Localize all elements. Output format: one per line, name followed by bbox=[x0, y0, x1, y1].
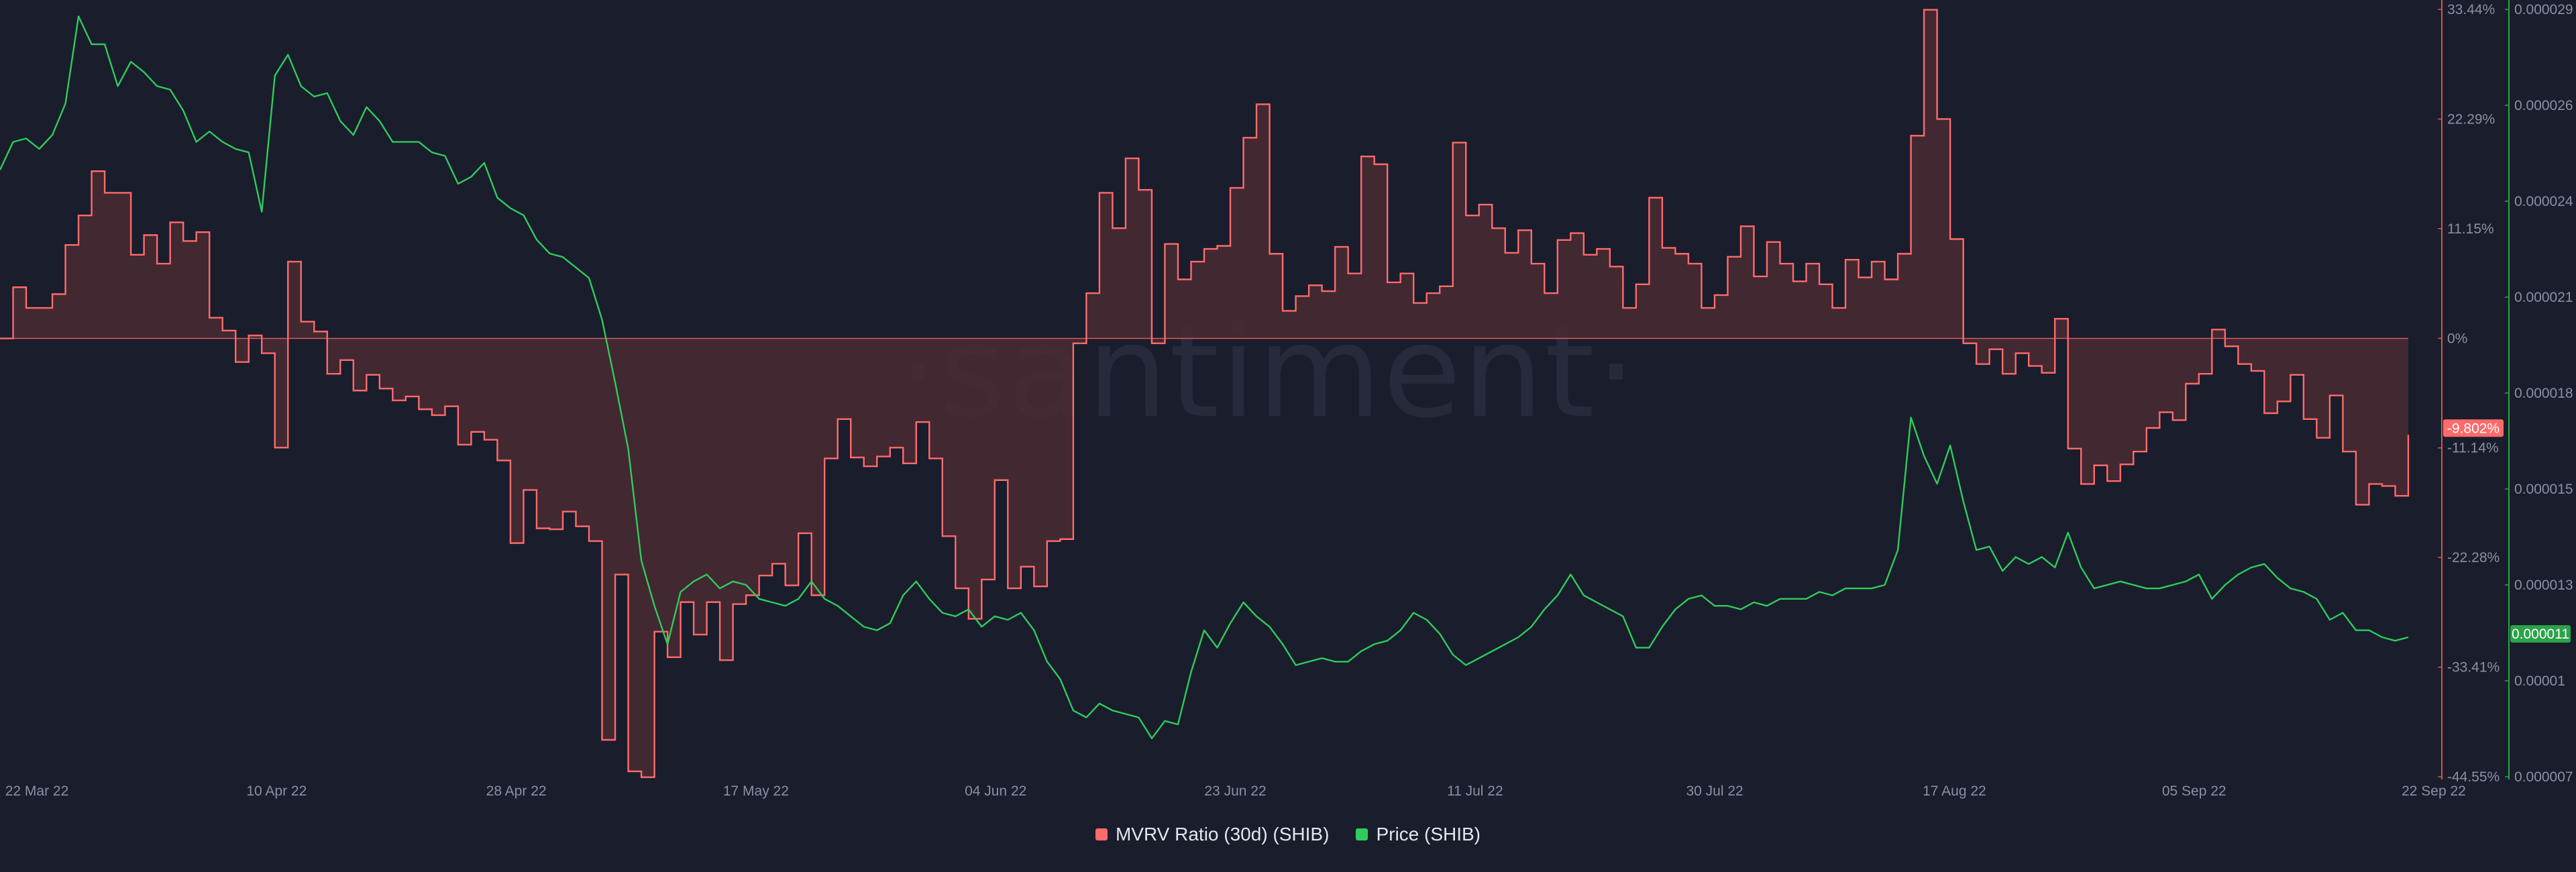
x-axis-tick: 10 Apr 22 bbox=[246, 783, 307, 799]
x-axis-tick: 04 Jun 22 bbox=[965, 783, 1026, 799]
price-axis-tick: 0.000013 bbox=[2514, 578, 2573, 593]
mvrv-current-value-badge-bg bbox=[2443, 419, 2504, 437]
x-axis-tick: 23 Jun 22 bbox=[1204, 783, 1266, 799]
mvrv-axis-tick: 22.29% bbox=[2447, 111, 2495, 127]
x-axis-tick: 05 Sep 22 bbox=[2162, 783, 2226, 799]
x-axis-tick: 22 Mar 22 bbox=[5, 783, 69, 799]
mvrv-axis-tick: 33.44% bbox=[2447, 2, 2495, 17]
mvrv-axis-tick: 0% bbox=[2447, 331, 2467, 346]
price-axis-tick: 0.000026 bbox=[2514, 98, 2573, 113]
price-line bbox=[0, 15, 2409, 739]
price-axis-tick: 0.000029 bbox=[2514, 2, 2573, 17]
x-axis-tick: 22 Sep 22 bbox=[2402, 783, 2466, 799]
mvrv-axis-tick: -22.28% bbox=[2447, 550, 2500, 565]
mvrv-axis-tick: -33.41% bbox=[2447, 660, 2500, 675]
legend-label-price: Price (SHIB) bbox=[1376, 824, 1481, 844]
price-axis-tick: 0.000021 bbox=[2514, 290, 2573, 305]
mvrv-line bbox=[0, 9, 2410, 778]
price-axis-tick: 0.000018 bbox=[2514, 386, 2573, 401]
x-axis-tick: 11 Jul 22 bbox=[1447, 783, 1503, 799]
price-axis-tick: 0.000007 bbox=[2514, 769, 2573, 785]
x-axis-tick: 30 Jul 22 bbox=[1686, 783, 1743, 799]
legend-label-mvrv: MVRV Ratio (30d) (SHIB) bbox=[1115, 824, 1330, 844]
x-axis-tick: 28 Apr 22 bbox=[486, 783, 547, 799]
mvrv-axis-tick: 11.15% bbox=[2447, 221, 2494, 237]
mvrv-axis-tick: -44.55% bbox=[2447, 769, 2500, 785]
price-current-value-badge: 0.000011 bbox=[2512, 626, 2569, 642]
legend-swatch-price bbox=[1356, 828, 1368, 840]
legend-item-price[interactable]: Price (SHIB) bbox=[1356, 824, 1481, 845]
legend: MVRV Ratio (30d) (SHIB) Price (SHIB) bbox=[0, 824, 2576, 845]
x-axis-tick: 17 May 22 bbox=[723, 783, 789, 799]
legend-swatch-mvrv bbox=[1095, 828, 1108, 840]
price-axis-tick: 0.000024 bbox=[2514, 194, 2573, 209]
x-axis-tick: 17 Aug 22 bbox=[1923, 783, 1986, 799]
price-current-value-badge-bg bbox=[2510, 625, 2571, 643]
mvrv-current-value-badge: -9.802% bbox=[2447, 421, 2500, 436]
mvrv-axis-tick: -11.14% bbox=[2447, 441, 2499, 456]
price-axis-tick: 0.000015 bbox=[2514, 482, 2573, 497]
price-axis-tick: 0.00001 bbox=[2514, 673, 2565, 689]
legend-item-mvrv[interactable]: MVRV Ratio (30d) (SHIB) bbox=[1095, 824, 1329, 845]
